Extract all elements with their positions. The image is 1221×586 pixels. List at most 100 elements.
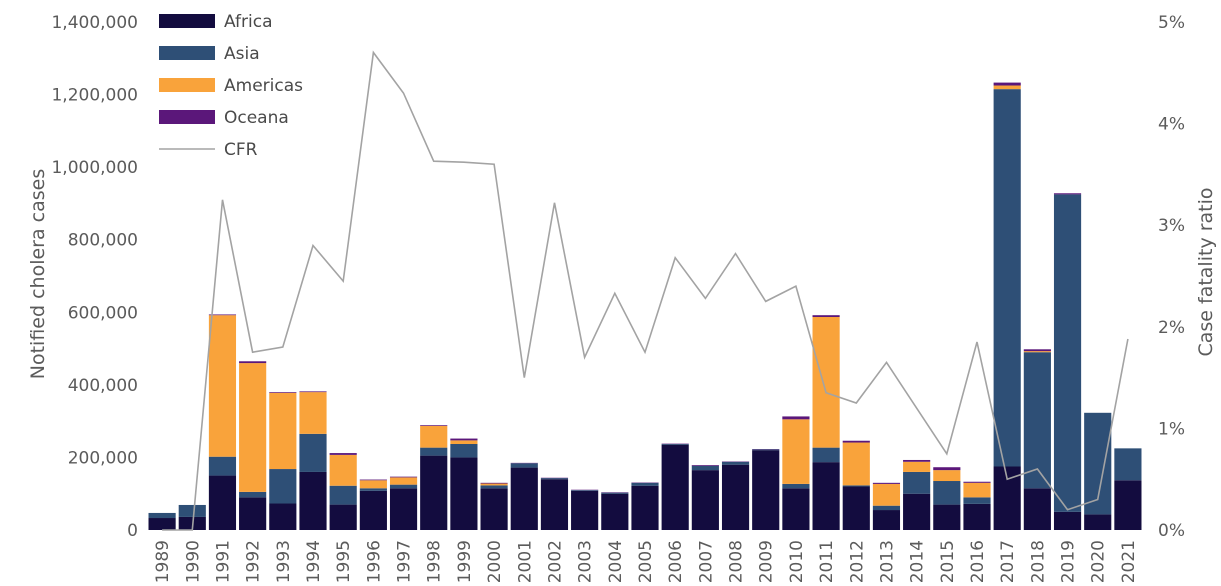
bar-africa-2009	[752, 450, 780, 530]
bar-oceana-2007	[691, 465, 719, 466]
bar-africa-2019	[1053, 511, 1082, 530]
bar-oceana-1991	[208, 314, 237, 316]
x-tick-label: 2014	[908, 540, 928, 583]
y2-tick-label: 3%	[1158, 216, 1185, 236]
bar-oceana-1999	[450, 438, 478, 441]
bar-asia-2021	[1114, 448, 1142, 481]
bar-asia-1995	[329, 485, 357, 505]
bar-africa-2010	[782, 488, 810, 530]
x-tick-label: 2011	[817, 540, 837, 583]
x-tick-label: 2019	[1059, 540, 1079, 583]
bar-oceana-2010	[782, 416, 810, 420]
bar-asia-2010	[782, 483, 810, 489]
bar-africa-2002	[540, 479, 569, 530]
bar-oceana-2016	[963, 481, 991, 483]
bar-asia-1997	[389, 484, 418, 489]
bar-asia-2012	[842, 485, 870, 487]
legend-label-oceana: Oceana	[224, 108, 289, 128]
x-tick-label: 1999	[455, 540, 475, 583]
bar-oceana-1997	[389, 476, 418, 478]
cfr-line-group	[162, 50, 1129, 531]
bar-africa-1999	[450, 457, 478, 530]
bar-asia-2006	[661, 444, 689, 445]
bar-oceana-1998	[420, 425, 448, 426]
x-tick-label: 1991	[214, 540, 234, 583]
bar-asia-1994	[299, 433, 327, 472]
y-tick-label: 1,000,000	[51, 158, 138, 178]
bar-oceana-1995	[329, 453, 357, 455]
bar-oceana-2018	[1023, 349, 1051, 352]
x-tick-label: 1996	[364, 540, 384, 583]
bar-asia-2015	[933, 481, 961, 505]
bar-asia-1998	[420, 447, 448, 456]
bar-asia-2008	[721, 461, 750, 465]
x-tick-label: 2018	[1028, 540, 1048, 583]
bar-oceana-1994	[299, 391, 327, 393]
legend: Africa Asia Americas Oceana CFR	[159, 12, 303, 160]
x-tick-label: 2009	[757, 540, 777, 583]
legend-label-cfr: CFR	[224, 140, 258, 160]
y2-tick-label: 0%	[1158, 521, 1185, 541]
legend-label-africa: Africa	[224, 12, 273, 32]
bar-africa-2018	[1023, 488, 1051, 530]
bar-americas-2014	[903, 461, 931, 472]
bar-africa-1991	[208, 475, 237, 530]
bar-asia-2003	[571, 490, 599, 491]
y2-tick-label: 5%	[1158, 13, 1185, 33]
bar-americas-1991	[208, 315, 237, 457]
bar-africa-2016	[963, 503, 991, 530]
bar-americas-1999	[450, 440, 478, 445]
bar-africa-1997	[389, 488, 418, 530]
bar-africa-2004	[601, 493, 629, 530]
bar-americas-2011	[812, 317, 840, 448]
bar-asia-2001	[510, 463, 538, 468]
bar-africa-2005	[631, 485, 659, 530]
bar-asia-1993	[269, 469, 297, 504]
bar-asia-1992	[239, 491, 267, 498]
bar-oceana-2019	[1053, 193, 1082, 195]
x-axis-ticks: 1989 1990 1991 1992 1993 1994 1995 1996 1997 1998…	[153, 540, 1139, 583]
bar-asia-2019	[1053, 194, 1082, 512]
x-tick-label: 2015	[938, 540, 958, 583]
y-axis-title: Notified cholera cases	[27, 169, 49, 379]
bar-africa-2007	[691, 470, 719, 530]
bar-americas-2018	[1023, 351, 1051, 353]
y2-axis-title: Case fatality ratio	[1195, 187, 1217, 356]
bar-oceana-1992	[239, 361, 267, 364]
bar-asia-2011	[812, 447, 840, 463]
bar-oceana-2015	[933, 467, 961, 471]
x-tick-label: 1994	[304, 540, 324, 583]
y-tick-label: 1,200,000	[51, 86, 138, 106]
bar-asia-2000	[480, 485, 508, 489]
legend-label-americas: Americas	[224, 76, 303, 96]
bar-oceana-2014	[903, 459, 931, 462]
bar-africa-2014	[903, 493, 931, 530]
y2-tick-label: 1%	[1158, 419, 1185, 439]
x-tick-label: 2010	[787, 540, 807, 583]
bar-oceana-2012	[842, 440, 870, 443]
bar-oceana-2017	[993, 82, 1021, 86]
x-tick-label: 2008	[727, 540, 747, 583]
y2-tick-label: 4%	[1158, 115, 1185, 135]
bar-africa-1996	[359, 490, 387, 530]
x-tick-label: 2012	[847, 540, 867, 583]
bar-asia-2017	[993, 89, 1021, 467]
bar-africa-2021	[1114, 480, 1142, 530]
bar-americas-2010	[782, 419, 810, 484]
bar-africa-2013	[872, 510, 901, 530]
bar-asia-1999	[450, 444, 478, 458]
bar-oceana-2011	[812, 315, 840, 318]
y2-tick-label: 2%	[1158, 318, 1185, 338]
x-tick-label: 2002	[546, 540, 566, 583]
bar-africa-1998	[420, 455, 448, 530]
bar-americas-1994	[299, 392, 327, 434]
x-tick-label: 1995	[334, 540, 354, 583]
x-tick-label: 1989	[153, 540, 173, 583]
bar-americas-1997	[389, 477, 418, 485]
bar-americas-1993	[269, 392, 297, 470]
bar-africa-2000	[480, 488, 508, 530]
bar-africa-2015	[933, 504, 961, 530]
bar-africa-1992	[239, 497, 267, 530]
x-tick-label: 2016	[968, 540, 988, 583]
x-tick-label: 2003	[576, 540, 596, 583]
